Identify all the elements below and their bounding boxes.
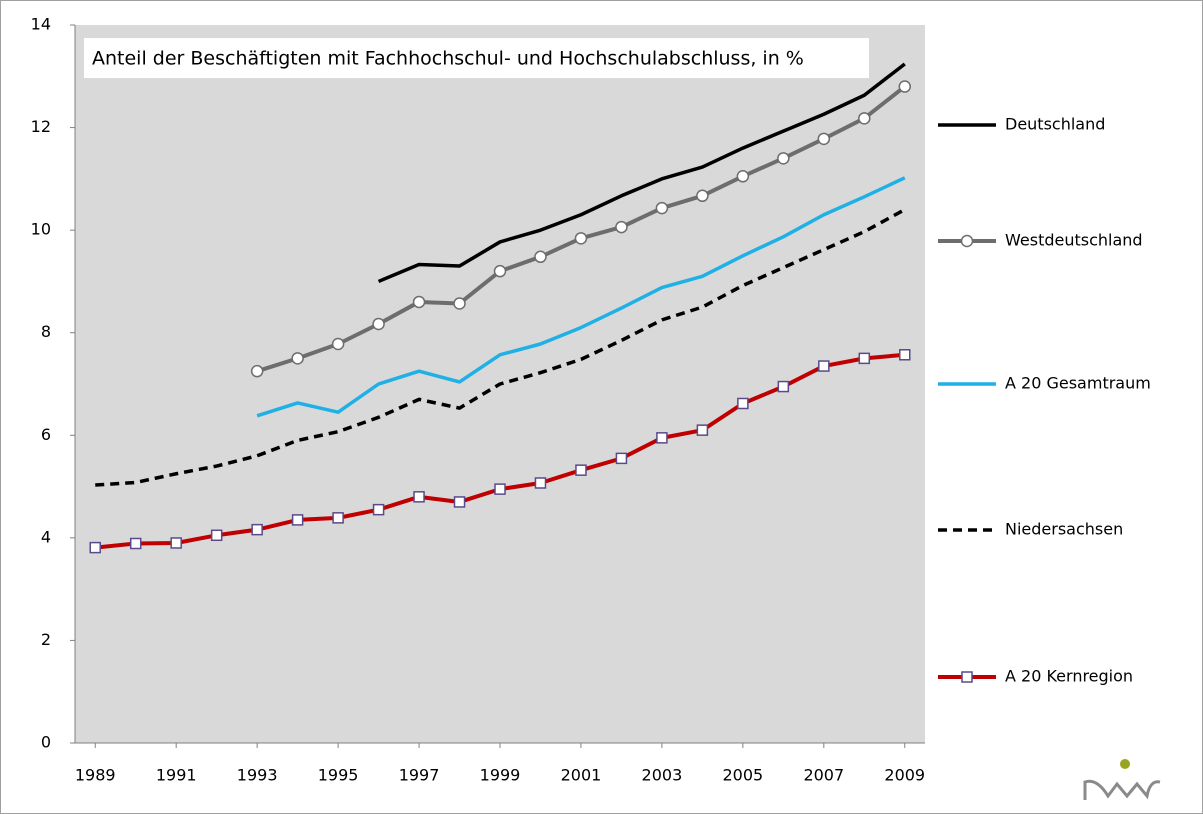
marker xyxy=(899,349,911,361)
marker xyxy=(777,380,790,393)
marker xyxy=(332,512,344,524)
legend-label: A 20 Gesamtraum xyxy=(1005,374,1151,393)
x-tick-label: 2001 xyxy=(561,766,602,785)
y-tick-label: 14 xyxy=(31,15,51,34)
x-tick-label: 1991 xyxy=(156,766,197,785)
marker xyxy=(898,80,912,93)
legend-label: Niedersachsen xyxy=(1005,520,1123,539)
marker xyxy=(534,477,547,489)
marker xyxy=(777,152,790,165)
x-tick-label: 1999 xyxy=(480,766,521,785)
marker xyxy=(250,364,264,378)
marker xyxy=(372,317,385,331)
chart-title: Anteil der Beschäftigten mit Fachhochsch… xyxy=(92,48,804,70)
marker xyxy=(574,232,588,245)
series-line xyxy=(377,62,906,284)
y-tick-label: 8 xyxy=(41,322,51,341)
marker xyxy=(696,424,709,436)
marker xyxy=(453,297,466,310)
legend-label: Westdeutschland xyxy=(1005,231,1143,250)
marker xyxy=(89,541,101,554)
series-line xyxy=(256,176,906,418)
legend-label: Deutschland xyxy=(1005,115,1105,134)
marker xyxy=(494,483,506,495)
marker xyxy=(291,352,304,365)
marker xyxy=(858,352,871,365)
y-tick-label: 4 xyxy=(41,527,51,546)
marker xyxy=(656,432,668,444)
x-tick-label: 2007 xyxy=(803,766,844,785)
marker xyxy=(331,337,345,351)
marker xyxy=(817,132,831,146)
marker xyxy=(961,671,973,683)
marker xyxy=(818,360,830,372)
series-line xyxy=(95,208,906,487)
y-tick-label: 2 xyxy=(41,630,51,649)
marker xyxy=(696,189,709,203)
legend-label: A 20 Kernregion xyxy=(1005,667,1133,686)
marker xyxy=(655,201,669,215)
marker xyxy=(534,250,547,264)
marker xyxy=(413,491,425,503)
marker xyxy=(736,170,750,183)
x-tick-label: 2009 xyxy=(884,766,925,785)
marker xyxy=(251,523,263,536)
marker xyxy=(960,234,974,248)
marker xyxy=(858,112,871,125)
logo xyxy=(1083,759,1161,800)
marker xyxy=(291,514,304,526)
x-tick-label: 1997 xyxy=(399,766,440,785)
x-tick-label: 2005 xyxy=(722,766,763,785)
marker xyxy=(615,452,628,465)
title-box xyxy=(84,38,869,78)
x-tick-label: 2003 xyxy=(642,766,683,785)
y-tick-label: 6 xyxy=(41,425,51,444)
y-tick-label: 12 xyxy=(31,117,51,136)
x-tick-label: 1993 xyxy=(237,766,278,785)
marker xyxy=(493,264,507,278)
marker xyxy=(372,503,385,516)
marker xyxy=(453,496,466,508)
marker xyxy=(170,537,182,549)
x-tick-label: 1989 xyxy=(75,766,116,785)
y-tick-label: 10 xyxy=(31,220,51,239)
x-tick-label: 1995 xyxy=(318,766,359,785)
marker xyxy=(412,295,426,309)
marker xyxy=(615,220,628,234)
y-tick-label: 0 xyxy=(41,733,51,752)
marker xyxy=(575,464,587,476)
marker xyxy=(210,529,223,542)
marker xyxy=(129,537,142,550)
marker xyxy=(737,397,749,410)
